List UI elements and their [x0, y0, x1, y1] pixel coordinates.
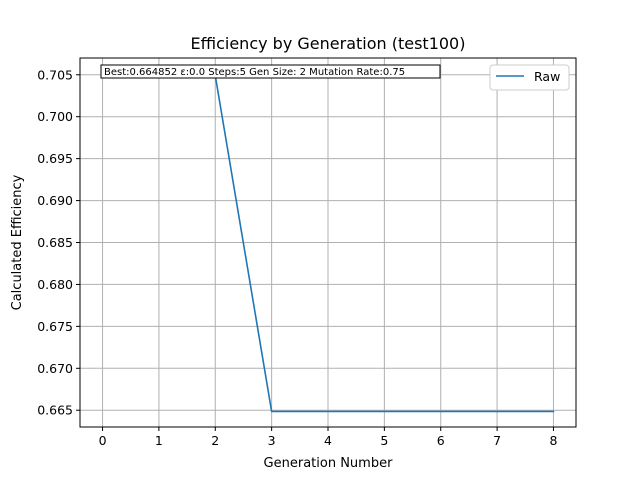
y-tick-label: 0.665: [37, 403, 73, 418]
x-tick-label: 6: [437, 433, 445, 448]
y-tick-label: 0.675: [37, 319, 73, 334]
y-tick-label: 0.695: [37, 151, 73, 166]
y-tick-label: 0.670: [37, 361, 73, 376]
y-axis-label: Calculated Efficiency: [10, 174, 25, 310]
x-tick-label: 0: [99, 433, 107, 448]
legend-frame: [489, 64, 570, 91]
x-tick-label: 8: [549, 433, 557, 448]
axis-ticks: 0 1 2 3 4 5 6 7 8 0.665 0.670 0.675 0.680 0.685 0.690 0…: [37, 67, 557, 448]
x-tick-label: 1: [155, 433, 163, 448]
x-tick-label: 4: [324, 433, 332, 448]
y-tick-label: 0.680: [37, 277, 73, 292]
grid: [80, 58, 576, 427]
annotation-box: Best:0.664852 ε:0.0 Steps:5 Gen Size: 2 …: [100, 64, 441, 79]
annotation-text: Best:0.664852 ε:0.0 Steps:5 Gen Size: 2 …: [104, 67, 405, 78]
legend: Raw: [489, 64, 570, 91]
x-tick-label: 7: [493, 433, 501, 448]
y-tick-label: 0.700: [37, 109, 73, 124]
x-tick-label: 2: [211, 433, 219, 448]
chart-title: Efficiency by Generation (test100): [191, 34, 466, 53]
y-tick-label: 0.705: [37, 67, 73, 82]
legend-label-raw: Raw: [534, 69, 560, 84]
x-axis-label: Generation Number: [264, 456, 394, 471]
plot-frame: [79, 57, 577, 428]
x-tick-label: 5: [380, 433, 388, 448]
series-line-raw: [214, 74, 555, 413]
y-tick-label: 0.685: [37, 235, 73, 250]
y-tick-label: 0.690: [37, 193, 73, 208]
annotation-border: [100, 64, 441, 79]
x-tick-label: 3: [268, 433, 276, 448]
series-layer: [214, 74, 555, 413]
